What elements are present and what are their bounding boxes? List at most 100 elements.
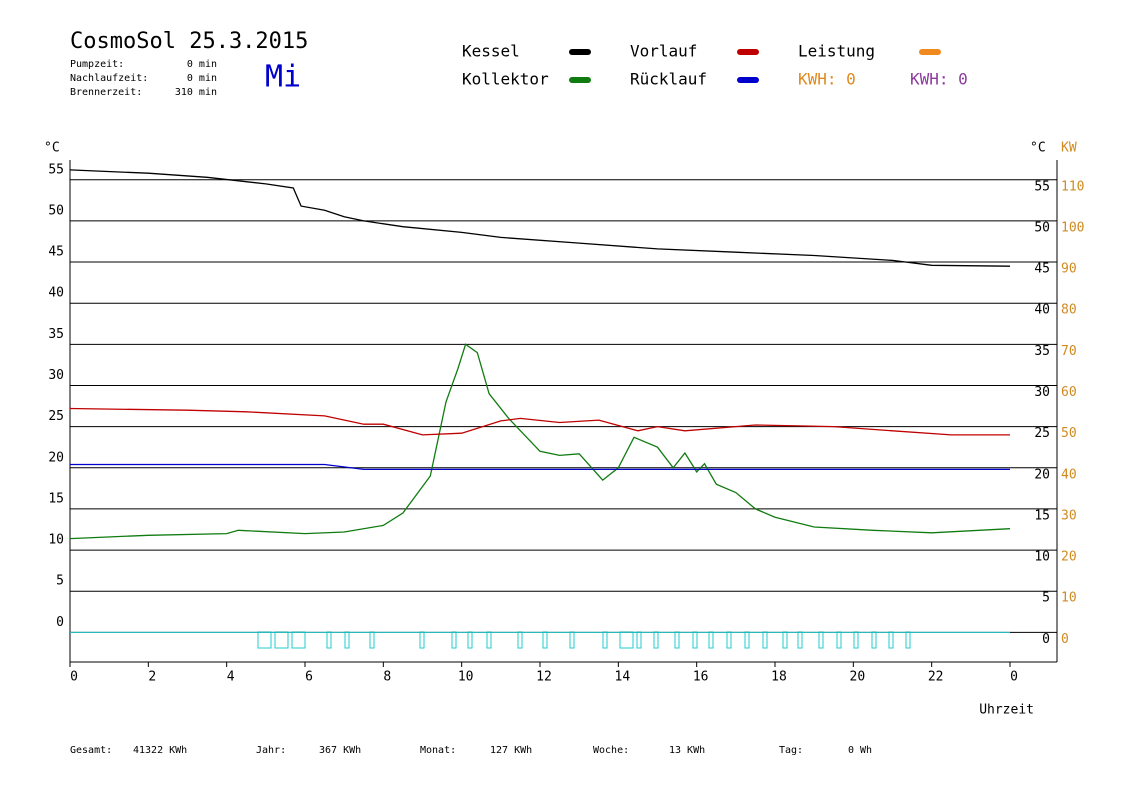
y2-tick-label: 90 xyxy=(1061,262,1077,277)
footer-value: 367 KWh xyxy=(319,745,361,756)
y-tick-label-right: 15 xyxy=(1034,508,1050,523)
y2-tick-label: 70 xyxy=(1061,344,1077,359)
y-tick-label-right: 30 xyxy=(1034,385,1050,400)
x-tick-label: 0 xyxy=(70,670,78,685)
x-tick-label: 4 xyxy=(227,670,235,685)
y2-tick-label: 20 xyxy=(1061,550,1077,565)
info-label: Nachlaufzeit: xyxy=(70,73,148,84)
pump-mark xyxy=(326,631,332,649)
y-tick-label: 40 xyxy=(48,286,64,301)
x-tick-label: 12 xyxy=(536,670,552,685)
chart-title: CosmoSol 25.3.2015 xyxy=(70,29,308,54)
y-tick-label: 50 xyxy=(48,203,64,218)
footer-value: 41322 KWh xyxy=(133,745,187,756)
pump-mark xyxy=(274,631,289,649)
pump-mark xyxy=(419,631,425,649)
info-label: Brennerzeit: xyxy=(70,87,142,98)
pump-mark xyxy=(708,631,714,649)
pump-mark xyxy=(853,631,859,649)
legend-label: Kollektor xyxy=(462,70,549,89)
footer-label: Jahr: xyxy=(256,745,286,756)
pump-mark xyxy=(542,631,548,649)
y2-tick-label: 100 xyxy=(1061,220,1084,235)
footer-label: Gesamt: xyxy=(70,745,112,756)
pump-mark xyxy=(369,631,375,649)
x-tick-label: 6 xyxy=(305,670,313,685)
x-tick-label: 20 xyxy=(850,670,866,685)
y-tick-label: 55 xyxy=(48,162,64,177)
series-line xyxy=(70,463,1010,471)
x-axis-label: Uhrzeit xyxy=(979,703,1034,718)
pump-marks xyxy=(257,631,911,649)
legend-label: Kessel xyxy=(462,42,520,61)
y-tick-label: 10 xyxy=(48,533,64,548)
y-tick-label: 35 xyxy=(48,327,64,342)
y-tick-label-right: 25 xyxy=(1034,426,1050,441)
y-tick-label: 20 xyxy=(48,450,64,465)
pump-mark xyxy=(451,631,457,649)
pump-mark xyxy=(602,631,608,649)
pump-mark xyxy=(619,631,634,649)
y-tick-label-right: 45 xyxy=(1034,262,1050,277)
y-tick-label: 25 xyxy=(48,409,64,424)
y2-unit: KW xyxy=(1061,141,1077,156)
y2-tick-label: 10 xyxy=(1061,591,1077,606)
x-tick-label: 0 xyxy=(1010,670,1018,685)
x-tick-label: 8 xyxy=(383,670,391,685)
y2-tick-label: 40 xyxy=(1061,467,1077,482)
footer-value: 13 KWh xyxy=(669,745,705,756)
pump-mark xyxy=(797,631,803,649)
weekday: Mi xyxy=(265,60,301,95)
pump-mark xyxy=(291,631,306,649)
y-tick-label: 5 xyxy=(56,574,64,589)
y-tick-label-right: 20 xyxy=(1034,467,1050,482)
x-tick-label: 14 xyxy=(615,670,631,685)
y-tick-label-right: 5 xyxy=(1042,591,1050,606)
legend-label: Leistung xyxy=(798,42,875,61)
y2-tick-label: 110 xyxy=(1061,179,1084,194)
legend-label: Rücklauf xyxy=(630,70,707,89)
info-value: 0 min xyxy=(187,73,217,84)
footer-value: 0 Wh xyxy=(848,745,872,756)
y-tick-label-right: 50 xyxy=(1034,220,1050,235)
pump-mark xyxy=(818,631,824,649)
kwh-label: KWH: 0 xyxy=(910,70,968,89)
info-value: 0 min xyxy=(187,59,217,70)
pump-mark xyxy=(782,631,788,649)
y-tick-label: 30 xyxy=(48,368,64,383)
pump-mark xyxy=(486,631,492,649)
y2-tick-label: 60 xyxy=(1061,385,1077,400)
pump-mark xyxy=(467,631,473,649)
pump-mark xyxy=(257,631,272,649)
y-tick-label: 45 xyxy=(48,245,64,260)
y-unit: °C xyxy=(44,141,60,156)
x-tick-label: 16 xyxy=(693,670,709,685)
pump-mark xyxy=(905,631,911,649)
y-unit-right: °C xyxy=(1030,141,1046,156)
x-tick-label: 10 xyxy=(458,670,474,685)
pump-mark xyxy=(653,631,659,649)
info-label: Pumpzeit: xyxy=(70,59,124,70)
pump-mark xyxy=(517,631,523,649)
y2-tick-label: 30 xyxy=(1061,508,1077,523)
info-value: 310 min xyxy=(175,87,217,98)
y2-tick-label: 80 xyxy=(1061,303,1077,318)
footer-label: Monat: xyxy=(420,745,456,756)
pump-mark xyxy=(871,631,877,649)
y-tick-label: 15 xyxy=(48,491,64,506)
y2-tick-label: 0 xyxy=(1061,632,1069,647)
series-line xyxy=(69,407,1010,436)
x-tick-label: 2 xyxy=(148,670,156,685)
footer-label: Woche: xyxy=(593,745,629,756)
series-line xyxy=(69,343,1011,540)
pump-mark xyxy=(726,631,732,649)
pump-mark xyxy=(674,631,680,649)
y-tick-label-right: 55 xyxy=(1034,179,1050,194)
x-tick-label: 22 xyxy=(928,670,944,685)
pump-mark xyxy=(569,631,575,649)
y2-tick-label: 50 xyxy=(1061,426,1077,441)
x-tick-label: 18 xyxy=(771,670,787,685)
y-tick-label-right: 35 xyxy=(1034,344,1050,359)
y-tick-label: 0 xyxy=(56,615,64,630)
